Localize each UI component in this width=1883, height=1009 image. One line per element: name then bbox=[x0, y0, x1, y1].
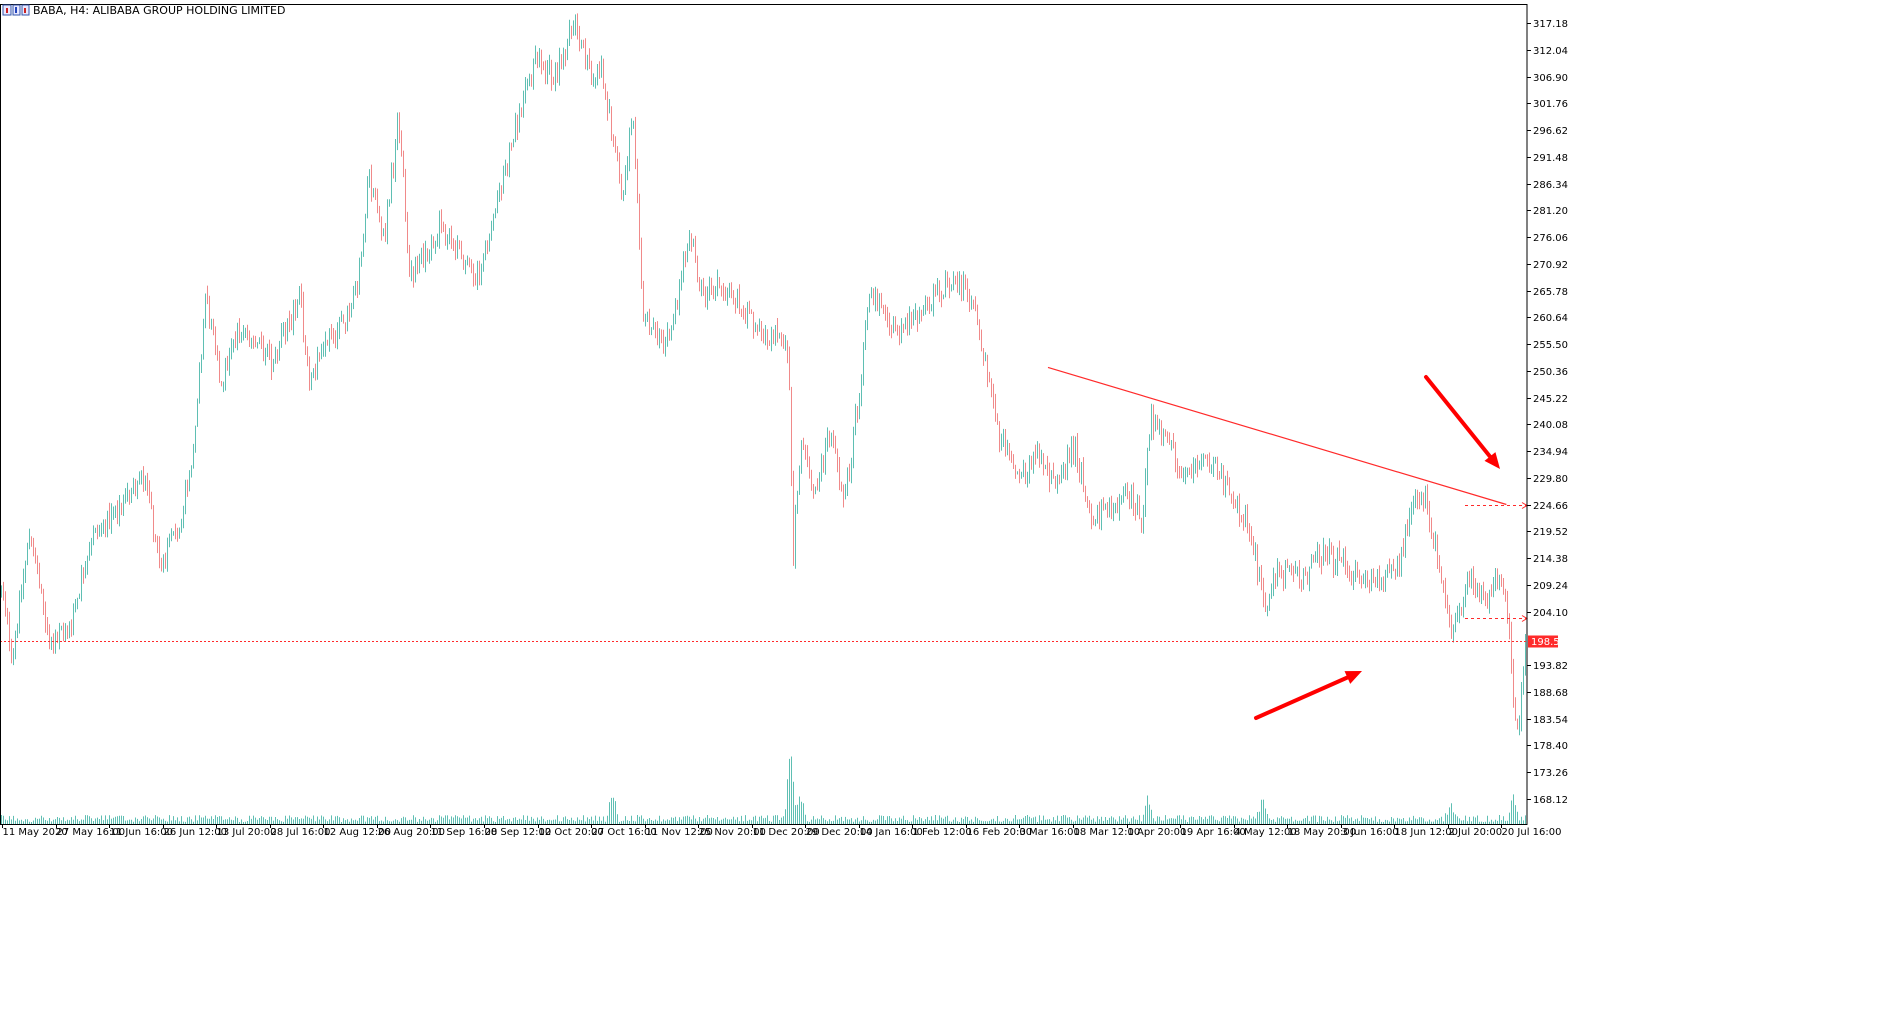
y-tick-label: 260.64 bbox=[1533, 313, 1568, 324]
y-tick-label: 301.76 bbox=[1533, 99, 1568, 110]
annotation-arrows bbox=[1254, 375, 1500, 720]
current-price-label: 198.51 bbox=[1531, 637, 1566, 648]
x-tick-label: 14 Jan 16:00 bbox=[860, 827, 923, 838]
y-tick-label: 286.34 bbox=[1533, 180, 1568, 191]
down-arrow bbox=[1424, 375, 1492, 459]
y-tick-label: 296.62 bbox=[1533, 126, 1568, 137]
x-tick-label: 16 Feb 20:00 bbox=[967, 827, 1033, 838]
y-tick-label: 183.54 bbox=[1533, 715, 1568, 726]
x-tick-label: 26 Aug 20:00 bbox=[378, 827, 445, 838]
x-tick-label: 11 Dec 20:00 bbox=[753, 827, 820, 838]
up-arrow-head bbox=[1344, 671, 1362, 684]
y-tick-label: 224.66 bbox=[1533, 501, 1568, 512]
x-tick-label: 25 Nov 20:00 bbox=[699, 827, 766, 838]
x-tick-label: 12 Aug 12:00 bbox=[324, 827, 391, 838]
x-tick-label: 11 Jun 16:00 bbox=[110, 827, 174, 838]
x-tick-label: 13 Jul 20:00 bbox=[217, 827, 277, 838]
x-tick-label: 27 May 16:00 bbox=[57, 827, 126, 838]
y-tick-label: 270.92 bbox=[1533, 260, 1568, 271]
y-tick-label: 219.52 bbox=[1533, 527, 1568, 538]
y-tick-label: 312.04 bbox=[1533, 46, 1568, 57]
y-tick-label: 250.36 bbox=[1533, 367, 1568, 378]
y-tick-label: 306.90 bbox=[1533, 73, 1568, 84]
price-axis[interactable]: 317.18 312.04 306.90 301.76 296.62 291.48 286.… bbox=[1527, 19, 1568, 806]
plot-frame bbox=[0, 4, 1528, 825]
volume-bars bbox=[1, 756, 1526, 824]
candlestick-series bbox=[1, 13, 1526, 736]
y-tick-label: 193.82 bbox=[1533, 661, 1568, 672]
x-tick-label: 4 May 12:00 bbox=[1235, 827, 1297, 838]
x-tick-label: 28 Jul 16:00 bbox=[271, 827, 331, 838]
x-tick-label: 11 May 2020 bbox=[3, 827, 68, 838]
y-tick-label: 204.10 bbox=[1533, 608, 1568, 619]
up-arrow bbox=[1254, 675, 1350, 720]
x-tick-label: 11 Sep 16:00 bbox=[431, 827, 498, 838]
x-tick-label: 20 Jul 16:00 bbox=[1502, 827, 1562, 838]
y-tick-label: 265.78 bbox=[1533, 287, 1568, 298]
y-tick-label: 317.18 bbox=[1533, 19, 1568, 30]
y-tick-label: 178.40 bbox=[1533, 741, 1568, 752]
y-tick-label: 281.20 bbox=[1533, 206, 1568, 217]
down-arrow-head bbox=[1484, 452, 1500, 469]
x-tick-label: 3 Mar 16:00 bbox=[1020, 827, 1080, 838]
y-tick-label: 291.48 bbox=[1533, 153, 1568, 164]
y-tick-label: 276.06 bbox=[1533, 233, 1568, 244]
x-tick-label: 26 Jun 12:00 bbox=[164, 827, 228, 838]
x-tick-label: 27 Oct 16:00 bbox=[592, 827, 657, 838]
plot-border bbox=[0, 4, 1528, 825]
x-tick-label: 18 Jun 12:00 bbox=[1395, 827, 1459, 838]
x-tick-label: 11 Nov 12:00 bbox=[646, 827, 713, 838]
x-tick-label: 12 Oct 20:00 bbox=[539, 827, 604, 838]
y-tick-label: 255.50 bbox=[1533, 340, 1568, 351]
y-tick-label: 209.24 bbox=[1533, 581, 1568, 592]
x-tick-label: 3 Jun 16:00 bbox=[1342, 827, 1399, 838]
x-tick-label: 29 Dec 20:00 bbox=[806, 827, 873, 838]
x-tick-label: 1 Feb 12:00 bbox=[913, 827, 972, 838]
x-tick-label: 2 Jul 20:00 bbox=[1449, 827, 1503, 838]
x-tick-label: 1 Apr 20:00 bbox=[1128, 827, 1187, 838]
trend-line[interactable] bbox=[1047, 366, 1507, 506]
y-tick-label: 234.94 bbox=[1533, 447, 1568, 458]
current-price-badge bbox=[1528, 635, 1558, 648]
chart-header: BABA, H4: ALIBABA GROUP HOLDING LIMITED bbox=[2, 4, 285, 17]
y-tick-label: 173.26 bbox=[1533, 768, 1568, 779]
y-tick-label: 168.12 bbox=[1533, 795, 1568, 806]
y-tick-label: 214.38 bbox=[1533, 554, 1568, 565]
y-tick-label: 188.68 bbox=[1533, 688, 1568, 699]
x-tick-label: 19 Apr 16:00 bbox=[1181, 827, 1246, 838]
x-tick-label: 28 Sep 12:00 bbox=[485, 827, 552, 838]
y-tick-label: 240.08 bbox=[1533, 420, 1568, 431]
y-tick-label: 245.22 bbox=[1533, 394, 1568, 405]
x-tick-label: 18 May 20:00 bbox=[1288, 827, 1357, 838]
x-tick-label: 18 Mar 12:00 bbox=[1074, 827, 1141, 838]
y-tick-label: 229.80 bbox=[1533, 474, 1568, 485]
chart-title: BABA, H4: ALIBABA GROUP HOLDING LIMITED bbox=[33, 4, 285, 17]
symbol-icon bbox=[2, 4, 30, 16]
